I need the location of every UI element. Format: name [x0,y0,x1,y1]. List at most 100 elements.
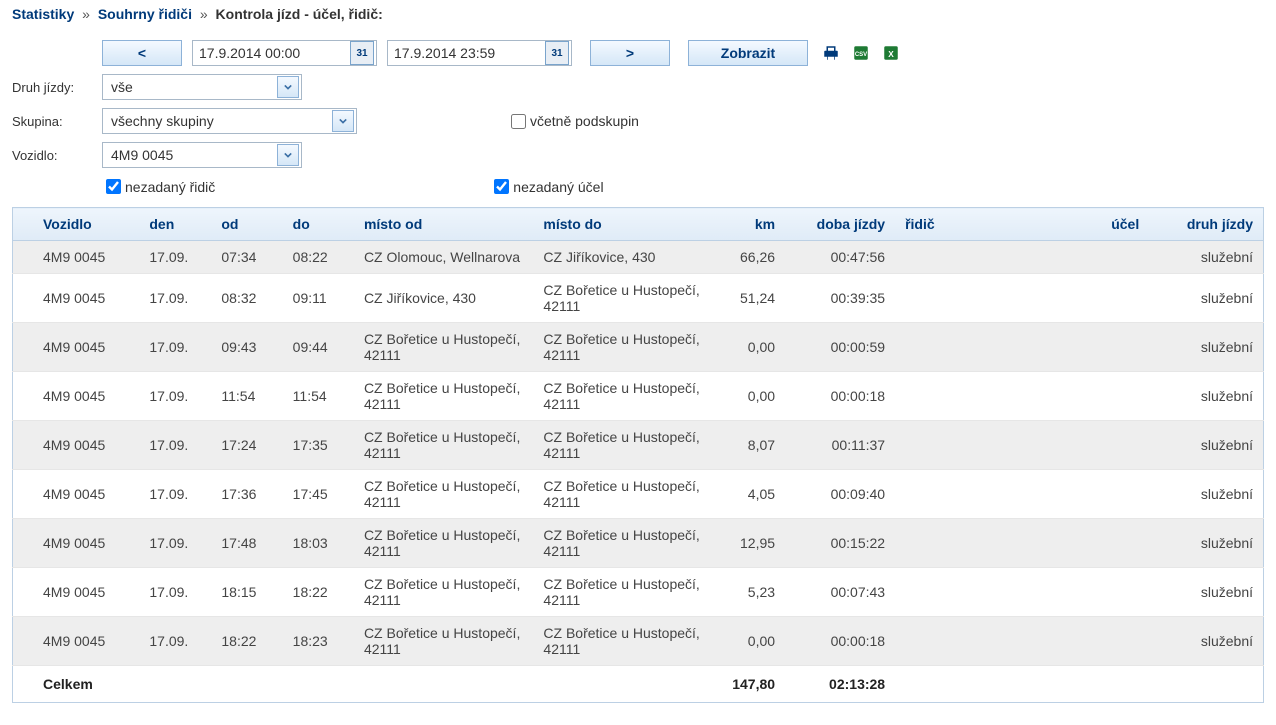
type-select[interactable]: vše [102,74,302,100]
incl-subgroups-input[interactable] [511,114,526,129]
table-header-row: Vozidlo den od do místo od místo do km d… [13,208,1264,241]
cell-ridic [895,617,1043,666]
cell-misto-od: CZ Bořetice u Hustopečí, 42111 [354,617,533,666]
cell-den: 17.09. [139,470,211,519]
cell-od: 17:36 [211,470,282,519]
cell-den: 17.09. [139,519,211,568]
table-footer-row: Celkem 147,80 02:13:28 [13,666,1264,703]
th-vozidlo[interactable]: Vozidlo [13,208,140,241]
th-km[interactable]: km [712,208,785,241]
th-misto-do[interactable]: místo do [533,208,712,241]
th-ucel[interactable]: účel [1043,208,1150,241]
calendar-icon[interactable]: 31 [545,41,569,65]
cell-ucel [1043,421,1150,470]
no-driver-input[interactable] [106,179,121,194]
cell-doba: 00:09:40 [785,470,895,519]
table-row[interactable]: 4M9 004517.09.07:3408:22CZ Olomouc, Well… [13,241,1264,274]
cell-do: 11:54 [283,372,354,421]
export-xls-icon[interactable]: X [882,44,900,62]
cell-ucel [1043,323,1150,372]
cell-km: 5,23 [712,568,785,617]
th-doba[interactable]: doba jízdy [785,208,895,241]
vehicle-select[interactable]: 4M9 0045 [102,142,302,168]
cell-ucel [1043,470,1150,519]
incl-subgroups-checkbox[interactable]: včetně podskupin [507,111,639,132]
export-csv-icon[interactable]: CSV [852,44,870,62]
table-row[interactable]: 4M9 004517.09.09:4309:44CZ Bořetice u Hu… [13,323,1264,372]
cell-misto-od: CZ Jiříkovice, 430 [354,274,533,323]
cell-km: 12,95 [712,519,785,568]
cell-druh: služební [1149,617,1263,666]
vehicle-label: Vozidlo: [12,148,102,163]
th-od[interactable]: od [211,208,282,241]
breadcrumb-l2[interactable]: Souhrny řidiči [98,6,192,22]
cell-od: 18:22 [211,617,282,666]
cell-misto-od: CZ Bořetice u Hustopečí, 42111 [354,519,533,568]
show-button[interactable]: Zobrazit [688,40,808,66]
no-purpose-input[interactable] [494,179,509,194]
cell-den: 17.09. [139,323,211,372]
table-row[interactable]: 4M9 004517.09.08:3209:11CZ Jiříkovice, 4… [13,274,1264,323]
cell-den: 17.09. [139,568,211,617]
cell-misto-od: CZ Bořetice u Hustopečí, 42111 [354,421,533,470]
prev-button[interactable]: < [102,40,182,66]
cell-druh: služební [1149,323,1263,372]
breadcrumb-sep-icon: » [200,6,208,22]
table-row[interactable]: 4M9 004517.09.17:3617:45CZ Bořetice u Hu… [13,470,1264,519]
th-ridic[interactable]: řidič [895,208,1043,241]
vehicle-value: 4M9 0045 [103,147,277,163]
cell-km: 0,00 [712,372,785,421]
th-do[interactable]: do [283,208,354,241]
table-row[interactable]: 4M9 004517.09.11:5411:54CZ Bořetice u Hu… [13,372,1264,421]
cell-den: 17.09. [139,617,211,666]
cell-druh: služební [1149,470,1263,519]
cell-do: 09:44 [283,323,354,372]
cell-misto-do: CZ Bořetice u Hustopečí, 42111 [533,519,712,568]
cell-druh: služební [1149,421,1263,470]
cell-ridic [895,519,1043,568]
cell-ridic [895,568,1043,617]
date-to[interactable]: 31 [387,40,572,66]
cell-vauthorized: 4M9 0045 [13,421,140,470]
breadcrumb-l1[interactable]: Statistiky [12,6,74,22]
cell-do: 18:23 [283,617,354,666]
cell-doba: 00:00:18 [785,617,895,666]
th-den[interactable]: den [139,208,211,241]
next-button[interactable]: > [590,40,670,66]
no-driver-checkbox[interactable]: nezadaný řidič [102,176,215,197]
cell-ucel [1043,519,1150,568]
breadcrumb: Statistiky » Souhrny řidiči » Kontrola j… [12,6,1264,22]
table-row[interactable]: 4M9 004517.09.17:4818:03CZ Bořetice u Hu… [13,519,1264,568]
cell-misto-do: CZ Bořetice u Hustopečí, 42111 [533,421,712,470]
svg-text:CSV: CSV [855,52,867,58]
date-to-input[interactable] [388,45,545,61]
footer-km: 147,80 [712,666,785,703]
group-select[interactable]: všechny skupiny [102,108,357,134]
cell-doba: 00:47:56 [785,241,895,274]
cell-misto-do: CZ Bořetice u Hustopečí, 42111 [533,274,712,323]
calendar-icon[interactable]: 31 [350,41,374,65]
print-icon[interactable] [822,44,840,62]
cell-do: 17:45 [283,470,354,519]
cell-ridic [895,421,1043,470]
cell-misto-od: CZ Bořetice u Hustopečí, 42111 [354,568,533,617]
chevron-down-icon [277,144,299,166]
cell-vauthorized: 4M9 0045 [13,470,140,519]
table-row[interactable]: 4M9 004517.09.18:2218:23CZ Bořetice u Hu… [13,617,1264,666]
cell-vauthorized: 4M9 0045 [13,617,140,666]
no-purpose-checkbox[interactable]: nezadaný účel [490,176,603,197]
cell-misto-od: CZ Bořetice u Hustopečí, 42111 [354,372,533,421]
th-misto-od[interactable]: místo od [354,208,533,241]
cell-doba: 00:15:22 [785,519,895,568]
th-druh[interactable]: druh jízdy [1149,208,1263,241]
footer-label: Celkem [13,666,713,703]
chevron-down-icon [277,76,299,98]
footer-doba: 02:13:28 [785,666,895,703]
svg-text:X: X [888,50,894,59]
table-row[interactable]: 4M9 004517.09.18:1518:22CZ Bořetice u Hu… [13,568,1264,617]
cell-den: 17.09. [139,274,211,323]
table-row[interactable]: 4M9 004517.09.17:2417:35CZ Bořetice u Hu… [13,421,1264,470]
cell-km: 66,26 [712,241,785,274]
date-from-input[interactable] [193,45,350,61]
date-from[interactable]: 31 [192,40,377,66]
